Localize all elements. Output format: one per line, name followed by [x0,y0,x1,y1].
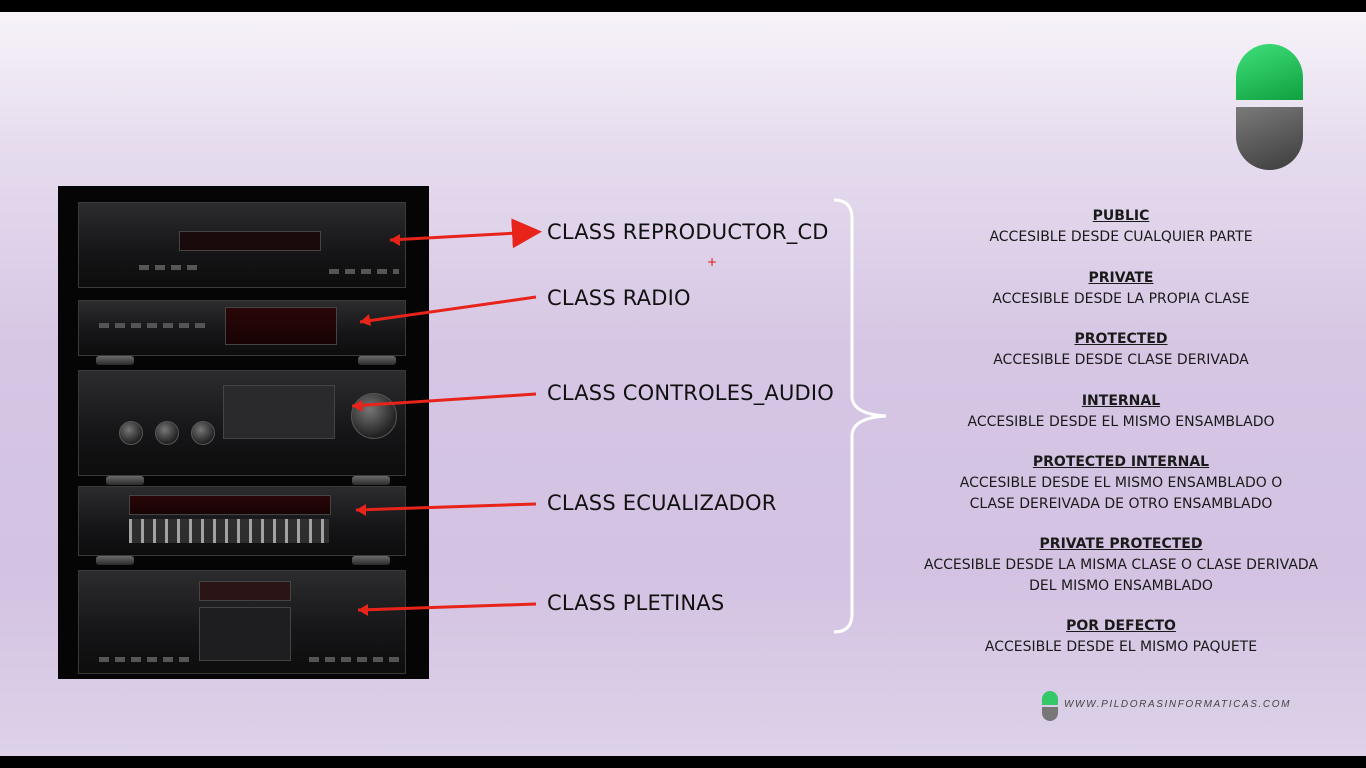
bottom-bar [0,756,1366,768]
equalizer-unit [78,486,406,556]
class-label-controles-audio: CLASS CONTROLES_AUDIO [547,381,835,405]
modifier-desc: ACCESIBLE DESDE EL MISMO PAQUETE [984,639,1258,655]
modifier-desc: ACCESIBLE DESDE LA MISMA CLASE O CLASE D… [923,557,1319,594]
modifier-public: PUBLIC ACCESIBLE DESDE CUALQUIER PARTE [920,206,1322,248]
modifier-internal: INTERNAL ACCESIBLE DESDE EL MISMO ENSAMB… [920,391,1322,433]
modifier-protected: PROTECTED ACCESIBLE DESDE CLASE DERIVADA [920,329,1322,371]
modifier-protected-internal: PROTECTED INTERNAL ACCESIBLE DESDE EL MI… [920,452,1322,515]
modifier-name: PRIVATE [1088,270,1154,286]
modifier-name: PROTECTED [1074,331,1168,347]
footer-pill-icon [1042,691,1058,721]
arrows-and-brace [351,198,887,634]
arrow-decks [357,602,537,612]
cd-player-unit [78,202,406,288]
class-label-pletinas: CLASS PLETINAS [547,591,725,615]
amplifier-unit [78,370,406,476]
cassette-decks-unit [78,570,406,674]
slide: CLASS REPRODUCTOR_CD CLASS RADIO CLASS C… [0,12,1366,756]
arrow-eq [355,502,537,512]
modifier-name: INTERNAL [1081,393,1161,409]
modifier-desc: ACCESIBLE DESDE CLASE DERIVADA [993,352,1249,368]
class-label-ecualizador: CLASS ECUALIZADOR [547,491,777,515]
arrow-audio [351,392,537,408]
modifier-desc: ACCESIBLE DESDE EL MISMO ENSAMBLADO [967,414,1275,430]
class-label-radio: CLASS RADIO [547,286,691,310]
radio-unit [78,300,406,356]
modifier-name: PUBLIC [1092,208,1150,224]
modifier-private: PRIVATE ACCESIBLE DESDE LA PROPIA CLASE [920,268,1322,310]
cursor-crosshair-icon: + [707,255,718,269]
class-label-reproductor-cd: CLASS REPRODUCTOR_CD [547,220,829,244]
arrow-radio [359,295,537,324]
modifier-name: POR DEFECTO [1066,618,1176,634]
modifier-desc: ACCESIBLE DESDE EL MISMO ENSAMBLADO O CL… [959,475,1283,512]
curly-brace [833,198,887,634]
modifier-private-protected: PRIVATE PROTECTED ACCESIBLE DESDE LA MIS… [920,534,1322,597]
modifier-por-defecto: POR DEFECTO ACCESIBLE DESDE EL MISMO PAQ… [920,616,1322,658]
modifier-desc: ACCESIBLE DESDE CUALQUIER PARTE [989,229,1253,245]
arrow-cd [389,218,542,249]
modifier-name: PRIVATE PROTECTED [1039,536,1203,552]
pill-logo-icon [1236,44,1303,170]
modifier-desc: ACCESIBLE DESDE LA PROPIA CLASE [992,291,1250,307]
stereo-rack-photo [58,186,429,679]
footer-url: WWW.PILDORASINFORMATICAS.COM [1064,699,1292,710]
modifier-name: PROTECTED INTERNAL [1032,454,1210,470]
